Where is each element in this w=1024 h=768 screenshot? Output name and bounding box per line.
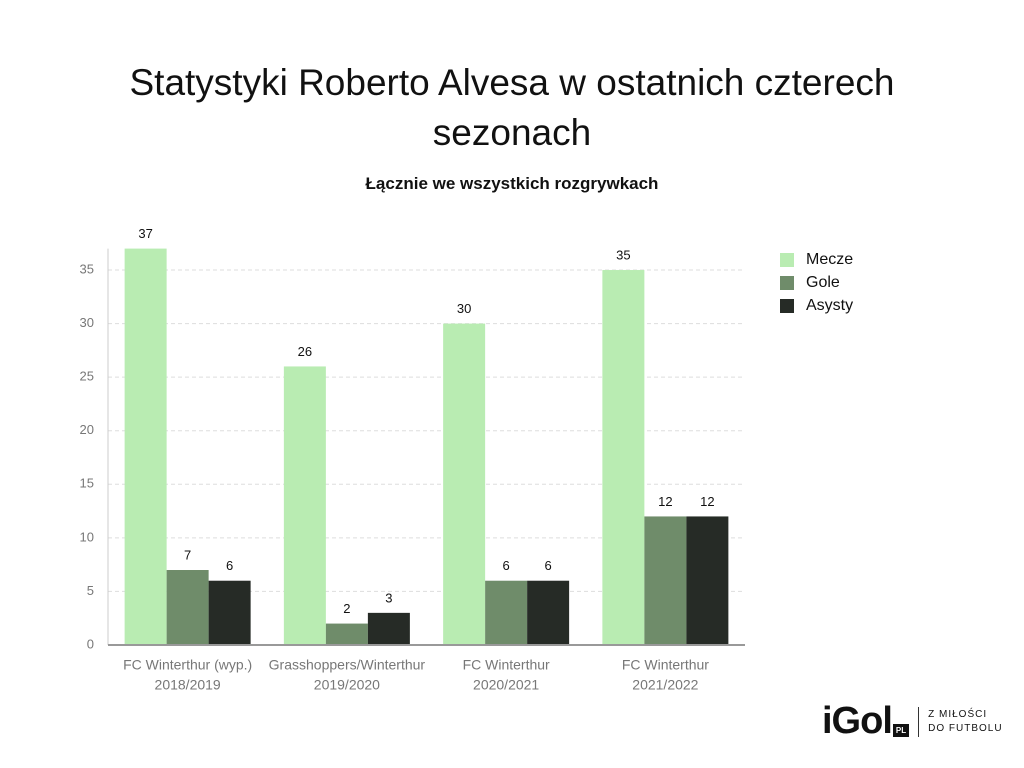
x-tick-label: FC Winterthur [463,657,550,673]
y-tick-label: 35 [80,261,94,276]
x-tick-label: 2019/2020 [314,677,380,693]
chart-subtitle: Łącznie we wszystkich rozgrywkach [365,174,659,193]
legend-label: Asysty [806,297,853,314]
x-tick-label: FC Winterthur (wyp.) [123,657,252,673]
bar [367,612,410,645]
data-label: 26 [298,344,312,359]
data-label: 6 [226,558,233,573]
legend-label: Gole [806,274,840,291]
bar [325,623,368,645]
logo-tagline-line: DO FUTBOLU [928,722,1003,734]
x-tick-label: Grasshoppers/Winterthur [269,657,426,673]
x-tick-label: FC Winterthur [622,657,709,673]
y-tick-label: 0 [87,636,94,651]
chart-title: Statystyki Roberto Alvesa w ostatnich cz… [129,62,895,153]
bar [208,580,251,645]
y-tick-label: 25 [80,369,94,384]
bar [485,580,528,645]
bar [166,570,209,645]
logo: iGol PL Z MIŁOŚCI DO FUTBOLU [822,700,1003,743]
y-tick-label: 20 [80,422,94,437]
data-label: 6 [545,558,552,573]
logo-badge: PL [892,724,910,737]
legend-swatch [780,253,794,267]
bar [686,516,729,645]
data-label: 12 [700,494,714,509]
y-tick-label: 15 [80,476,94,491]
bar [602,270,645,645]
logo-tagline-line: Z MIŁOŚCI [928,708,988,720]
y-tick-label: 5 [87,583,94,598]
data-label: 3 [385,590,392,605]
y-tick-label: 30 [80,315,94,330]
legend-swatch [780,299,794,313]
data-label: 37 [138,226,152,241]
x-tick-label: 2018/2019 [155,677,221,693]
bar [443,323,486,645]
data-label: 12 [658,494,672,509]
data-label: 6 [503,558,510,573]
bar [527,580,570,645]
bar [124,248,167,645]
legend-label: Mecze [806,251,853,268]
data-label: 30 [457,301,471,316]
bar [283,366,326,645]
x-tick-label: 2021/2022 [632,677,698,693]
logo-name: iGol [822,700,893,742]
data-label: 35 [616,247,630,262]
y-tick-label: 10 [80,529,94,544]
data-label: 2 [343,601,350,616]
legend-swatch [780,276,794,290]
x-tick-label: 2020/2021 [473,677,539,693]
data-label: 7 [184,547,191,562]
logo-separator [918,706,920,737]
bar [644,516,687,645]
logo-tagline: Z MIŁOŚCI DO FUTBOLU [928,708,1002,736]
